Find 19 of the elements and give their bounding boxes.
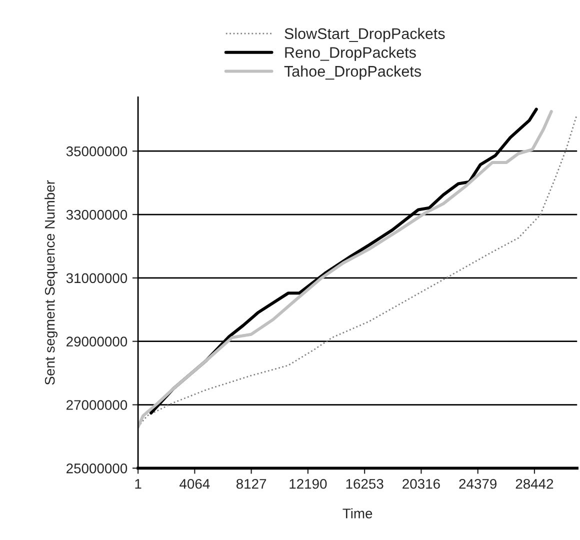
- y-tick-label: 35000000: [66, 146, 128, 156]
- x-tick-label: 20316: [402, 478, 440, 489]
- y-tick-label: 31000000: [66, 273, 128, 284]
- x-tick-label: 12190: [290, 478, 327, 489]
- y-tick-label: 29000000: [66, 336, 128, 347]
- legend-label: Reno_DropPackets: [285, 46, 416, 61]
- y-tick-label: 25000000: [66, 464, 128, 474]
- legend-label: SlowStart_DropPackets: [284, 28, 445, 42]
- y-tick-label: 27000000: [66, 400, 128, 410]
- x-tick-label: 8127: [236, 478, 266, 489]
- legend-label: Tahoe_DropPackets: [284, 66, 422, 80]
- x-tick-label: 28442: [516, 478, 554, 489]
- x-tick-label: 24379: [459, 478, 496, 489]
- x-tick-label: 4064: [180, 478, 210, 489]
- y-tick-label: 33000000: [66, 210, 128, 220]
- x-tick-label: 1: [135, 479, 142, 489]
- y-axis-title: Sent segment Sequence Number: [44, 180, 58, 385]
- x-tick-label: 16253: [346, 478, 384, 489]
- x-axis-title: Time: [342, 508, 372, 518]
